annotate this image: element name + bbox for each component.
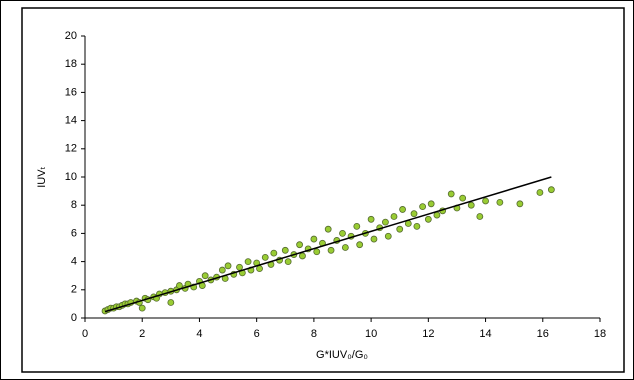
y-tick-label: 12 bbox=[65, 143, 77, 155]
y-tick-label: 10 bbox=[65, 171, 77, 183]
x-tick-label: 10 bbox=[365, 328, 377, 340]
x-tick-label: 8 bbox=[311, 328, 317, 340]
point bbox=[427, 200, 435, 208]
point bbox=[138, 304, 146, 312]
point bbox=[310, 235, 318, 243]
point bbox=[399, 206, 406, 213]
x-tick-label: 0 bbox=[82, 328, 88, 340]
point bbox=[413, 222, 421, 230]
y-tick-label: 4 bbox=[71, 256, 77, 268]
point bbox=[201, 272, 209, 280]
y-tick-label: 16 bbox=[65, 86, 77, 98]
point bbox=[467, 201, 475, 209]
point bbox=[410, 210, 418, 218]
point bbox=[459, 194, 467, 202]
point bbox=[176, 282, 183, 289]
y-tick-label: 2 bbox=[71, 284, 77, 296]
y-tick-label: 6 bbox=[71, 227, 77, 239]
point bbox=[324, 225, 332, 233]
point bbox=[284, 258, 292, 266]
trendline bbox=[104, 176, 552, 313]
point bbox=[424, 215, 432, 223]
point bbox=[476, 213, 484, 220]
y-tick-label: 14 bbox=[65, 115, 77, 127]
point bbox=[367, 215, 375, 223]
point bbox=[496, 198, 504, 206]
point bbox=[167, 299, 175, 306]
y-axis-label: IUVₜ bbox=[36, 166, 48, 188]
x-tick-label: 6 bbox=[254, 328, 260, 340]
point bbox=[356, 241, 364, 249]
point bbox=[341, 244, 349, 251]
x-axis-label: G*IUV₀/G₀ bbox=[316, 349, 368, 361]
point bbox=[433, 211, 441, 219]
x-tick-label: 18 bbox=[594, 328, 606, 340]
point bbox=[482, 197, 489, 205]
x-tick-label: 16 bbox=[537, 328, 549, 340]
x-tick-label: 2 bbox=[139, 328, 145, 340]
point bbox=[447, 190, 455, 198]
point bbox=[296, 241, 303, 249]
point bbox=[236, 263, 243, 271]
x-tick-label: 12 bbox=[422, 328, 434, 340]
point bbox=[244, 258, 252, 266]
point bbox=[299, 252, 306, 260]
point bbox=[547, 186, 555, 194]
y-tick-label: 8 bbox=[71, 199, 77, 211]
point bbox=[281, 246, 289, 254]
point bbox=[390, 213, 398, 220]
point bbox=[218, 266, 226, 274]
point bbox=[270, 249, 278, 257]
y-tick-label: 20 bbox=[65, 30, 77, 42]
point bbox=[384, 232, 392, 240]
point bbox=[536, 189, 544, 196]
point bbox=[224, 262, 232, 270]
point bbox=[419, 203, 427, 211]
x-tick-label: 14 bbox=[479, 328, 491, 340]
chart-area bbox=[21, 7, 625, 373]
point bbox=[261, 253, 269, 261]
point bbox=[327, 246, 335, 254]
point bbox=[353, 222, 361, 230]
point bbox=[339, 229, 346, 237]
point bbox=[396, 225, 404, 233]
point bbox=[516, 200, 524, 208]
y-tick-label: 0 bbox=[71, 312, 77, 324]
point bbox=[382, 218, 389, 226]
y-tick-label: 18 bbox=[65, 58, 77, 70]
point bbox=[313, 248, 321, 256]
point bbox=[256, 265, 263, 273]
point bbox=[370, 235, 378, 243]
x-tick-label: 4 bbox=[196, 328, 202, 340]
